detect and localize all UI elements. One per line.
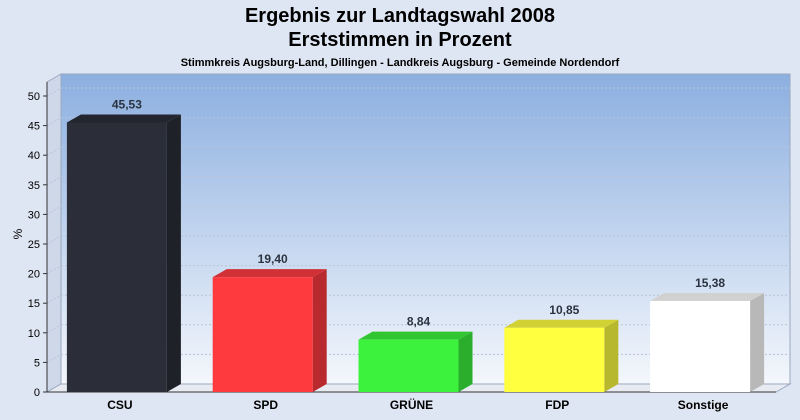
gridline-side xyxy=(46,235,62,245)
bar-spd xyxy=(212,269,327,392)
bar-sonstige xyxy=(650,292,765,392)
bar-side xyxy=(604,319,619,392)
bars xyxy=(66,114,765,392)
bar-fdp xyxy=(504,319,619,392)
y-axis-label: % xyxy=(11,228,25,239)
bar-side xyxy=(750,292,765,392)
bar-value-label: 15,38 xyxy=(695,276,725,290)
chart-caption: Stimmkreis Augsburg-Land, Dillingen - La… xyxy=(180,57,620,69)
bar-front xyxy=(66,122,167,392)
x-tick-label: CSU xyxy=(107,398,132,412)
y-tick-label: 15 xyxy=(28,298,40,310)
bar-side xyxy=(458,331,473,392)
bar-side xyxy=(312,269,327,392)
bar-top xyxy=(212,269,327,278)
bar-front xyxy=(504,327,605,392)
bar-value-label: 19,40 xyxy=(258,252,288,266)
bar-top xyxy=(650,292,765,301)
bar-value-label: 45,53 xyxy=(112,97,142,111)
y-tick-label: 50 xyxy=(28,91,40,103)
bar-side xyxy=(166,114,181,392)
y-tick-label: 40 xyxy=(28,150,40,162)
gridline-side xyxy=(46,146,62,156)
y-tick-label: 35 xyxy=(28,180,40,192)
gridline-side xyxy=(46,117,62,127)
gridline-side xyxy=(46,176,62,186)
gridlines xyxy=(46,87,790,363)
chart-title: Ergebnis zur Landtagswahl 2008 xyxy=(244,5,556,27)
gridline-side xyxy=(46,353,62,363)
y-tick-label: 10 xyxy=(28,328,40,340)
gridline-side xyxy=(46,324,62,334)
y-tick-label: 30 xyxy=(28,209,40,221)
y-tick-label: 25 xyxy=(28,239,40,251)
gridline-side xyxy=(46,265,62,275)
chart-header: Ergebnis zur Landtagswahl 2008 Erststimm… xyxy=(0,0,800,70)
y-tick-label: 0 xyxy=(34,387,40,399)
y-tick-label: 45 xyxy=(28,121,40,133)
gridline-side xyxy=(46,87,62,97)
y-tick-label: 5 xyxy=(34,357,40,369)
bar-csu xyxy=(66,114,181,392)
bar-value-label: 10,85 xyxy=(549,303,579,317)
x-tick-label: FDP xyxy=(545,398,569,412)
x-tick-label: SPD xyxy=(253,398,278,412)
bar-top xyxy=(358,331,473,340)
bar-value-label: 8,84 xyxy=(407,315,431,329)
labels: 45,53 CSU 19,40 SPD 8,84 GRÜNE 10,85 FDP 15,38 So… xyxy=(107,97,729,412)
x-tick-label: Sonstige xyxy=(678,398,729,412)
gridline-side xyxy=(46,294,62,304)
x-tick-label: GRÜNE xyxy=(390,397,433,412)
bar-top xyxy=(66,114,181,123)
bar-front xyxy=(650,300,751,392)
chart-subtitle: Erststimmen in Prozent xyxy=(288,29,512,51)
gridline-side xyxy=(46,205,62,215)
bar-top xyxy=(504,319,619,328)
bar-front xyxy=(358,339,459,392)
bar-gr-ne xyxy=(358,331,473,392)
y-tick-label: 20 xyxy=(28,269,40,281)
bar-front xyxy=(212,277,313,392)
